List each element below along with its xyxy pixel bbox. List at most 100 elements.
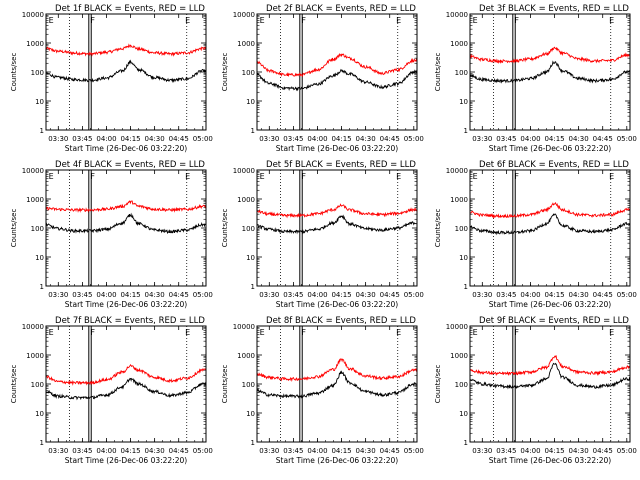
series-events [257,214,418,235]
marker-label: E [49,16,54,25]
y-tick-label: 10 [459,98,468,106]
x-tick-label: 04:00 [96,291,116,299]
y-tick-label: 10000 [233,323,255,331]
x-tick-label: 05:00 [617,291,637,299]
x-axis-label: Start Time (26-Dec-06 03:22:20) [65,300,187,309]
marker-label: F [514,172,519,181]
x-axis-label: Start Time (26-Dec-06 03:22:20) [276,144,398,153]
y-tick-label: 10000 [22,11,44,19]
y-axis-label: Counts/sec [221,209,229,248]
panel-title: Det 5f BLACK = Events, RED = LLD [266,160,416,170]
x-tick-label: 04:15 [120,447,140,455]
panel-8: Det 8f BLACK = Events, RED = LLD Counts/s… [221,316,424,465]
y-tick-label: 100 [31,381,44,389]
y-axis-label: Counts/sec [221,53,229,92]
y-tick-label: 100 [31,69,44,77]
x-tick-label: 04:45 [593,135,613,143]
x-tick-label: 04:30 [145,447,165,455]
plot-frame [256,13,418,131]
x-tick-label: 04:30 [356,447,376,455]
x-tick-label: 03:30 [472,135,492,143]
marker-label: E [185,328,190,337]
panel-1: Det 1f BLACK = Events, RED = LLD Counts/s… [10,4,213,153]
y-tick-label: 10 [246,98,255,106]
series-lld [469,46,631,64]
y-tick-label: 10 [459,410,468,418]
y-tick-label: 1000 [237,352,255,360]
x-tick-label: 03:30 [259,447,279,455]
x-tick-label: 04:30 [569,135,589,143]
x-tick-label: 04:45 [380,447,400,455]
panel-title: Det 7f BLACK = Events, RED = LLD [55,316,205,326]
y-tick-label: 10000 [22,323,44,331]
x-tick-label: 04:15 [331,291,351,299]
y-tick-label: 1 [40,439,44,447]
plot-frame [469,325,631,443]
series-events [469,60,631,84]
marker-label: F [90,328,95,337]
panel-title: Det 4f BLACK = Events, RED = LLD [55,160,205,170]
x-tick-label: 03:30 [259,291,279,299]
series-events [256,68,418,92]
x-tick-label: 04:45 [380,135,400,143]
x-tick-label: 03:45 [72,291,92,299]
y-tick-label: 10 [35,98,44,106]
y-tick-label: 100 [455,381,468,389]
y-axis-label: Counts/sec [10,209,18,248]
series-events [45,59,207,83]
x-tick-label: 05:00 [404,135,424,143]
marker-label: E [49,328,54,337]
x-tick-label: 03:30 [48,135,68,143]
plot-frame [45,169,207,287]
marker-label: F [514,328,519,337]
series-lld [256,358,418,382]
y-axis-label: Counts/sec [434,53,442,92]
panel-9: Det 9f BLACK = Events, RED = LLD Counts/s… [434,316,637,465]
y-axis-label: Counts/sec [10,53,18,92]
x-axis-label: Start Time (26-Dec-06 03:22:20) [489,456,611,465]
y-tick-label: 1000 [450,352,468,360]
x-axis-label: Start Time (26-Dec-06 03:22:20) [65,144,187,153]
x-axis-label: Start Time (26-Dec-06 03:22:20) [489,300,611,309]
x-tick-label: 03:30 [48,447,68,455]
y-tick-label: 1 [40,283,44,291]
panel-title: Det 9f BLACK = Events, RED = LLD [479,316,629,326]
x-tick-label: 05:00 [404,291,424,299]
y-tick-label: 100 [242,69,255,77]
x-tick-label: 05:00 [193,447,213,455]
marker-label: E [396,328,401,337]
series-lld [469,354,631,377]
series-events [45,377,207,401]
x-tick-label: 03:45 [496,135,516,143]
y-axis-label: Counts/sec [434,365,442,404]
marker-label: E [260,328,265,337]
x-tick-label: 04:45 [169,447,189,455]
marker-label: E [473,16,478,25]
y-tick-label: 1000 [450,196,468,204]
marker-label: F [514,16,519,25]
y-tick-label: 1000 [26,196,44,204]
y-tick-label: 1000 [26,352,44,360]
marker-label: E [609,328,614,337]
x-tick-label: 03:30 [472,447,492,455]
y-tick-label: 100 [242,225,255,233]
panel-6: Det 6f BLACK = Events, RED = LLD Counts/s… [434,160,637,309]
panel-3: Det 3f BLACK = Events, RED = LLD Counts/s… [434,4,637,153]
series-events [469,213,631,236]
marker-label: E [49,172,54,181]
x-tick-label: 04:30 [356,135,376,143]
marker-label: F [301,328,306,337]
y-tick-label: 10 [246,410,255,418]
x-tick-label: 04:00 [307,135,327,143]
x-tick-label: 04:15 [544,291,564,299]
series-events [256,370,418,399]
x-tick-label: 04:00 [520,135,540,143]
x-axis-label: Start Time (26-Dec-06 03:22:20) [489,144,611,153]
y-tick-label: 1 [251,127,255,135]
series-lld [45,363,207,386]
y-tick-label: 1 [40,127,44,135]
x-tick-label: 04:15 [331,135,351,143]
plot-frame [469,13,631,131]
y-tick-label: 100 [455,225,468,233]
